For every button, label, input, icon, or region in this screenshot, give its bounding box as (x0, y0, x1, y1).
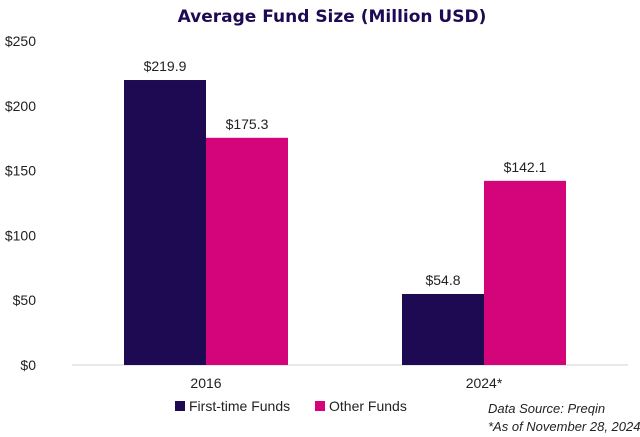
x-tick-label: 2024* (466, 375, 503, 391)
data-label: $142.1 (504, 159, 547, 175)
legend-swatch (315, 401, 325, 411)
y-tick-label: $150 (5, 163, 36, 179)
y-tick-label: $200 (5, 98, 36, 114)
x-axis-ticks: 2016 2024* (190, 375, 502, 391)
data-label: $175.3 (226, 116, 269, 132)
x-tick-label: 2016 (190, 375, 221, 391)
legend-label: Other Funds (329, 398, 407, 414)
data-source-note: Data Source: Preqin (488, 401, 605, 416)
bars (124, 80, 566, 366)
legend: First-time Funds Other Funds (175, 398, 407, 414)
legend-swatch (175, 401, 185, 411)
data-label: $54.8 (425, 272, 460, 288)
data-label: $219.9 (144, 58, 187, 74)
y-tick-label: $0 (20, 357, 36, 373)
y-tick-label: $100 (5, 227, 36, 243)
y-tick-label: $50 (13, 292, 37, 308)
bar-first-time-funds-1 (402, 293, 484, 365)
bar-first-time-funds-0 (124, 80, 206, 366)
y-tick-label: $250 (5, 33, 36, 49)
y-axis-ticks: $0 $50 $100 $150 $200 $250 (5, 33, 36, 373)
legend-label: First-time Funds (189, 398, 290, 414)
data-labels: $219.9 $175.3 $54.8 $142.1 (144, 58, 547, 288)
bar-other-funds-1 (484, 180, 566, 365)
chart-title: Average Fund Size (Million USD) (178, 7, 487, 27)
as-of-note: *As of November 28, 2024 (488, 419, 640, 434)
bar-other-funds-0 (206, 137, 288, 365)
